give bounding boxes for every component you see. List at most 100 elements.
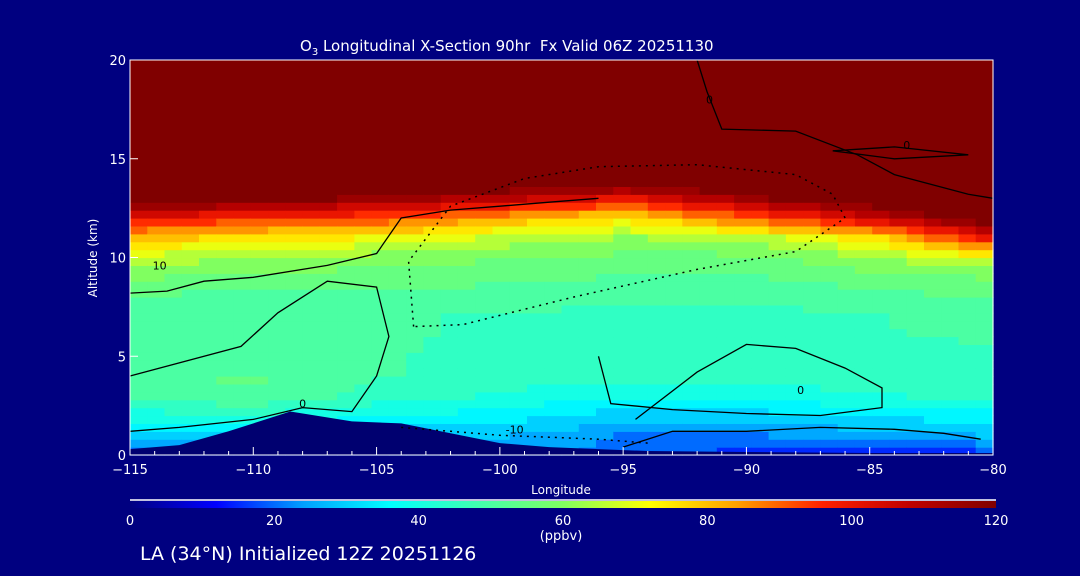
heatmap-cell [578,415,597,424]
heatmap-cell [130,241,148,251]
heatmap-cell [924,415,942,424]
heatmap-cell [889,399,908,409]
heatmap-cell [768,281,787,290]
heatmap-cell [785,249,804,259]
heatmap-cell [388,91,407,101]
heatmap-cell [130,107,148,116]
heatmap-cell [544,60,563,69]
heatmap-cell [406,178,425,187]
heatmap-cell [768,439,787,448]
heatmap-cell [924,241,942,251]
heatmap-cell [440,352,459,361]
heatmap-cell [751,431,770,440]
heatmap-cell [785,162,804,172]
heatmap-cell [734,170,752,180]
heatmap-cell [354,241,373,251]
heatmap-cell [906,304,925,314]
heatmap-cell [785,383,804,393]
heatmap-cell [751,210,770,219]
heatmap-cell [388,320,407,330]
heatmap-cell [561,320,580,330]
heatmap-cell [250,210,269,219]
heatmap-cell [941,376,960,385]
colorbar-tick-label: 100 [839,514,864,529]
heatmap-cell [527,67,545,77]
heatmap-cell [302,202,321,211]
heatmap-cell [820,415,839,424]
contour-line [129,280,390,432]
heatmap-cell [785,439,804,448]
heatmap-cell [751,297,770,306]
heatmap-cell [181,352,200,361]
heatmap-cell [699,360,718,369]
heatmap-cell [975,273,994,282]
heatmap-cell [665,115,683,124]
heatmap-cell [457,162,476,172]
heatmap-cell [371,186,390,195]
contour-label: 0 [797,384,804,397]
heatmap-cell [544,218,563,227]
heatmap-cell [164,115,183,124]
heatmap-cell [423,273,442,282]
heatmap-cell [302,265,321,274]
heatmap-cell [682,336,701,345]
heatmap-cell [181,376,200,385]
heatmap-cell [285,320,304,330]
heatmap-cell [337,233,355,243]
heatmap-cell [233,360,252,369]
heatmap-cell [457,233,476,243]
heatmap-cell [371,344,390,353]
heatmap-cell [613,336,632,345]
heatmap-cell [475,289,494,298]
heatmap-cell [958,407,977,417]
heatmap-cell [250,154,269,164]
heatmap-cell [596,249,614,259]
heatmap-cell [699,281,718,290]
heatmap-cell [319,202,338,211]
heatmap-cell [130,336,148,345]
heatmap-cell [958,233,977,243]
heatmap-cell [924,75,942,85]
heatmap-cell [906,131,925,140]
heatmap-cell [250,139,269,148]
heatmap-cell [613,257,632,266]
heatmap-cell [268,83,286,93]
heatmap-cell [561,186,580,195]
heatmap-cell [647,75,666,85]
heatmap-cell [181,194,200,203]
heatmap-cell [837,265,856,274]
heatmap-cell [716,431,735,440]
heatmap-cell [716,67,735,77]
heatmap-cell [596,67,614,77]
heatmap-cell [941,352,960,361]
heatmap-cell [475,297,494,306]
heatmap-cell [699,328,718,338]
heatmap-cell [596,289,614,298]
heatmap-cell [285,328,304,338]
heatmap-cell [665,352,683,361]
heatmap-cell [803,297,821,306]
heatmap-cell [527,162,545,172]
heatmap-cell [906,289,925,298]
heatmap-cell [734,431,752,440]
heatmap-cell [854,312,873,322]
heatmap-cell [492,146,511,156]
heatmap-cell [527,225,545,235]
heatmap-cell [803,218,821,227]
heatmap-cell [596,225,614,235]
heatmap-cell [164,399,183,409]
heatmap-cell [941,328,960,338]
heatmap-cell [388,75,407,85]
heatmap-cell [527,241,545,251]
heatmap-cell [475,423,494,432]
heatmap-cell [734,297,752,306]
heatmap-cell [354,186,373,195]
heatmap-cell [130,154,148,164]
heatmap-cell [751,328,770,338]
heatmap-cell [250,391,269,401]
heatmap-cell [492,194,511,203]
heatmap-cell [337,249,355,259]
heatmap-cell [924,233,942,243]
heatmap-cell [647,107,666,116]
